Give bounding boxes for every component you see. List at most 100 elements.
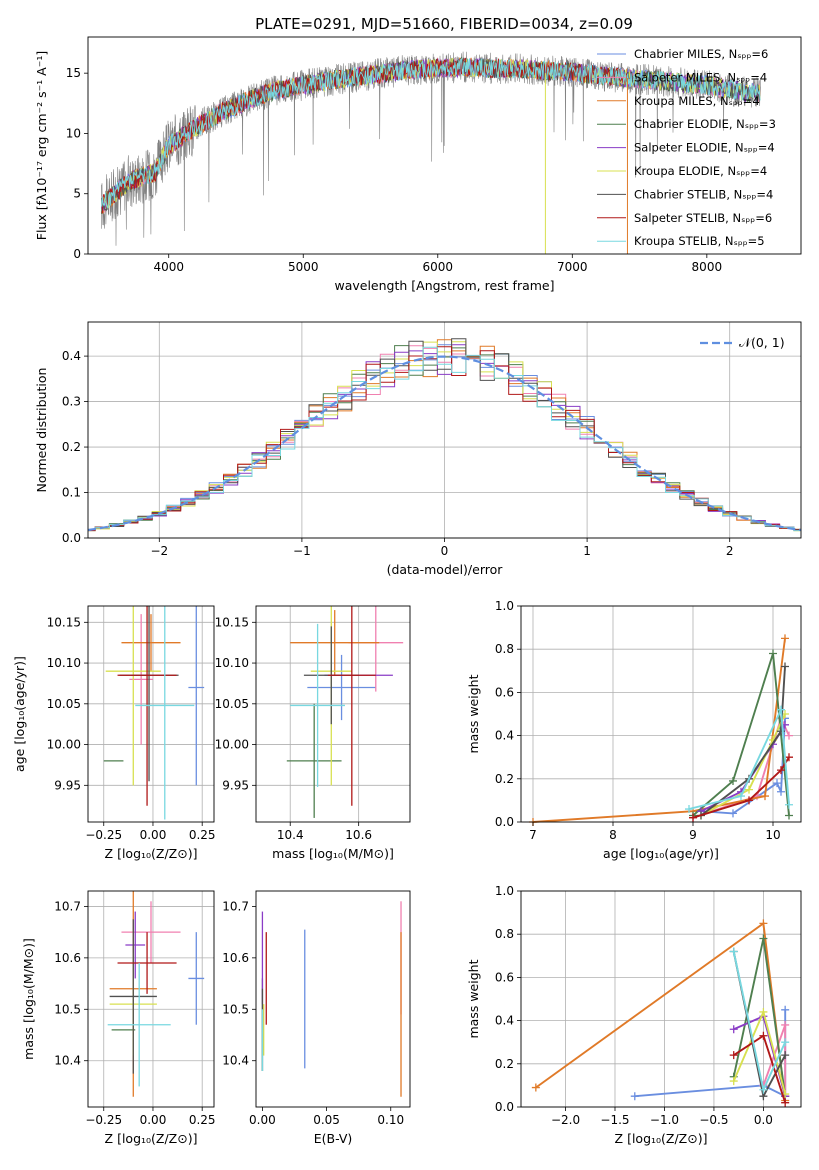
legend: 𝒩(0, 1) (700, 335, 785, 350)
legend-entry: Chabrier ELODIE, Nₛₚₚ=3 (634, 117, 776, 131)
x-tick-label: −2 (150, 544, 168, 558)
weight-marker (759, 919, 768, 928)
weight-marker (781, 1038, 790, 1047)
y-tick-label: 0.4 (62, 349, 81, 363)
x-tick-label: 2 (726, 544, 734, 558)
y-tick-label: 0.8 (495, 642, 514, 656)
legend-entry: Chabrier STELIB, Nₛₚₚ=4 (634, 187, 773, 201)
plot-area (88, 338, 801, 532)
x-tick-label: −1 (293, 544, 311, 558)
x-tick-label: 0.00 (140, 1113, 167, 1127)
y-tick-label: 10.6 (222, 951, 249, 965)
errorbar-point (121, 901, 181, 963)
y-tick-label: 0.2 (495, 1057, 514, 1071)
histogram-chabrier-stelib (88, 338, 801, 531)
x-tick-label: 0.10 (377, 1113, 404, 1127)
y-tick-label: 10.7 (54, 899, 81, 913)
y-tick-label: 15 (66, 66, 81, 80)
weight-marker (729, 1051, 738, 1060)
axes-frame (87, 36, 802, 255)
weight-marker (630, 1092, 639, 1101)
chart-1: −2 −1 0 1 2 0.0 0.1 0.2 0.3 0.4 (data-model)/error… (34, 321, 802, 577)
plot-area (107, 891, 205, 1097)
x-tick-label: −2.0 (551, 1113, 580, 1127)
errorbar-point (121, 614, 181, 672)
chart-0: 4000 5000 6000 7000 8000 0 5 10 15 wavelength [An… (34, 36, 802, 293)
figure-title: PLATE=0291, MJD=51660, FIBERID=0034, z=0… (255, 15, 633, 33)
x-tick-label: 0.00 (249, 1113, 276, 1127)
y-tick-label: 0.6 (495, 685, 514, 699)
weight-marker (769, 649, 777, 658)
x-tick-label: 9 (689, 828, 697, 842)
chart-3: 10.4 10.6 9.95 10.00 10.05 10.10 10.15 mass [lo… (215, 605, 411, 861)
axes-frame (255, 605, 411, 823)
errorbar-point (188, 606, 205, 786)
x-axis-label: Z [log₁₀(Z/Z⊙)] (615, 1131, 708, 1146)
weight-marker (759, 1007, 768, 1016)
y-axis-label: age [log₁₀(age/yr)] (12, 656, 27, 772)
x-axis-label: (data-model)/error (387, 562, 504, 577)
weight-marker (759, 1031, 768, 1040)
x-tick-label: −1.0 (650, 1113, 679, 1127)
x-tick-label: 8000 (692, 260, 723, 274)
weight-marker (781, 1020, 790, 1029)
weight-series (733, 1014, 787, 1097)
y-tick-label: 5 (73, 187, 81, 201)
x-axis-label: Z [log₁₀(Z/Z⊙)] (105, 846, 198, 861)
y-axis-label: mass weight (466, 959, 481, 1038)
histogram-kroupa-stelib (88, 346, 801, 532)
weight-marker (729, 1025, 738, 1034)
x-tick-label: 10 (765, 828, 780, 842)
axes-frame (87, 321, 802, 539)
y-tick-label: 10.00 (215, 738, 249, 752)
x-tick-label: −0.5 (699, 1113, 728, 1127)
y-tick-label: 0.8 (495, 927, 514, 941)
errorbar-point (327, 606, 376, 806)
y-tick-label: 10.15 (215, 615, 249, 629)
errorbar-point (117, 932, 177, 994)
x-tick-label: 10.4 (277, 828, 304, 842)
y-tick-label: 0.0 (495, 1100, 514, 1114)
plot-area (529, 634, 793, 826)
y-tick-label: 10.05 (47, 697, 81, 711)
y-tick-label: 0.3 (62, 395, 81, 409)
x-tick-label: 0.0 (754, 1113, 773, 1127)
histogram-salpeter-elodie (88, 344, 801, 531)
legend-entry: Salpeter STELIB, Nₛₚₚ=6 (634, 211, 772, 225)
y-tick-label: 9.95 (54, 778, 81, 792)
weight-marker (761, 792, 769, 801)
chart-2: −0.25 0.00 0.25 9.95 10.00 10.05 10.10 10.15 Z [… (12, 605, 216, 861)
legend-entry: Kroupa STELIB, Nₛₚₚ=5 (634, 234, 765, 248)
weight-marker (685, 805, 693, 814)
axes-frame (520, 890, 802, 1108)
x-tick-label: 0 (441, 544, 449, 558)
y-tick-label: 0.0 (62, 531, 81, 545)
axes-frame (87, 890, 215, 1108)
y-tick-label: 0.4 (495, 1014, 514, 1028)
weight-marker (729, 809, 737, 818)
weight-marker (785, 753, 793, 762)
axes-frame (255, 890, 411, 1108)
y-tick-label: 10.10 (47, 656, 81, 670)
weight-marker (781, 662, 789, 671)
errorbar-point (307, 654, 376, 721)
plot-area (103, 606, 205, 820)
y-tick-label: 10.15 (47, 615, 81, 629)
legend-entry: Salpeter MILES, Nₛₚₚ=4 (634, 70, 767, 84)
legend-entry: Kroupa MILES, Nₛₚₚ=4 (634, 94, 760, 108)
errorbar-point (117, 606, 177, 806)
errorbar-point (109, 919, 157, 1074)
x-tick-label: 0.25 (189, 828, 216, 842)
y-tick-label: 0 (73, 247, 81, 261)
weight-marker (773, 779, 781, 788)
weight-series (688, 706, 790, 810)
axes-frame (87, 605, 215, 823)
legend-entry: Kroupa ELODIE, Nₛₚₚ=4 (634, 164, 767, 178)
y-tick-label: 1.0 (495, 884, 514, 898)
weight-marker (745, 785, 753, 794)
histogram-kroupa-elodie (88, 341, 801, 532)
y-axis-label: mass weight (466, 674, 481, 753)
y-tick-label: 10.4 (54, 1054, 81, 1068)
y-tick-label: 10.10 (215, 656, 249, 670)
axes-frame (520, 605, 802, 823)
